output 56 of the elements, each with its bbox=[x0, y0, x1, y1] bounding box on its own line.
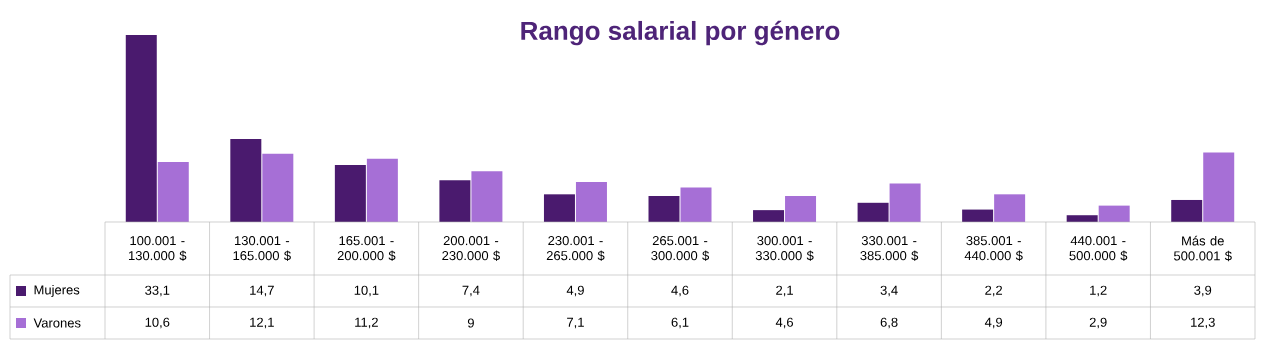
data-label: 2,1 bbox=[776, 285, 793, 297]
bar bbox=[1098, 205, 1130, 222]
data-label: 7,4 bbox=[462, 285, 480, 297]
bar bbox=[439, 180, 471, 222]
data-label: 4,9 bbox=[566, 285, 584, 297]
bar bbox=[543, 194, 575, 222]
data-label: 14,7 bbox=[250, 285, 274, 297]
bar bbox=[1203, 152, 1235, 222]
data-label: 4,9 bbox=[984, 317, 1003, 329]
data-label: 1,2 bbox=[1090, 285, 1107, 297]
data-label: 6,1 bbox=[671, 317, 689, 329]
chart-title: Rango salarial por género bbox=[521, 20, 840, 46]
data-label: 10,6 bbox=[145, 317, 170, 329]
bar bbox=[1171, 199, 1203, 222]
x-tick-label: 130.001 - 165.000 $ bbox=[233, 236, 291, 261]
bar bbox=[753, 210, 785, 222]
data-label: 3,4 bbox=[880, 285, 898, 297]
x-tick-label: 165.001 - 200.000 $ bbox=[337, 236, 396, 261]
bar bbox=[471, 171, 503, 222]
bar bbox=[785, 196, 817, 222]
bar bbox=[366, 158, 398, 222]
data-label: 12,1 bbox=[250, 317, 274, 329]
legend-label: Varones bbox=[33, 318, 81, 328]
data-label: 4,6 bbox=[671, 285, 689, 297]
bar bbox=[575, 181, 607, 222]
x-tick-label: 330.001 - 385.000 $ bbox=[860, 236, 919, 261]
bar bbox=[648, 196, 680, 222]
x-tick-label: 300.001 - 330.000 $ bbox=[755, 236, 814, 261]
data-label: 6,8 bbox=[880, 317, 898, 329]
bar bbox=[889, 183, 921, 222]
data-label: 2,2 bbox=[985, 285, 1003, 297]
data-label: 4,6 bbox=[775, 317, 794, 329]
bar bbox=[857, 202, 889, 222]
data-label: 3,9 bbox=[1194, 285, 1212, 297]
bar bbox=[157, 162, 189, 222]
bar bbox=[230, 138, 262, 222]
data-label: 11,2 bbox=[355, 317, 378, 329]
legend-label: Mujeres bbox=[34, 284, 80, 298]
x-tick-label: 265.001 - 300.000 $ bbox=[651, 236, 710, 261]
x-tick-label: 200.001 - 230.000 $ bbox=[442, 236, 500, 261]
data-label: 7,1 bbox=[567, 317, 584, 329]
x-tick-label: Más de 500.001 $ bbox=[1173, 235, 1232, 262]
data-label: 9 bbox=[467, 318, 474, 328]
data-label: 10,1 bbox=[354, 285, 379, 297]
bar bbox=[334, 164, 366, 222]
data-label: 12,3 bbox=[1191, 317, 1215, 329]
x-tick-label: 230.001 - 265.000 $ bbox=[546, 236, 605, 261]
data-label: 2,9 bbox=[1089, 317, 1107, 329]
x-tick-label: 385.001 - 440.000 $ bbox=[964, 236, 1023, 261]
x-tick-label: 100.001 - 130.000 $ bbox=[128, 236, 187, 261]
x-tick-label: 440.001 - 500.000 $ bbox=[1069, 236, 1128, 261]
bar bbox=[262, 153, 294, 222]
bar bbox=[680, 187, 712, 222]
data-label: 33,1 bbox=[145, 285, 170, 297]
bar bbox=[125, 35, 157, 222]
bar bbox=[994, 194, 1026, 222]
